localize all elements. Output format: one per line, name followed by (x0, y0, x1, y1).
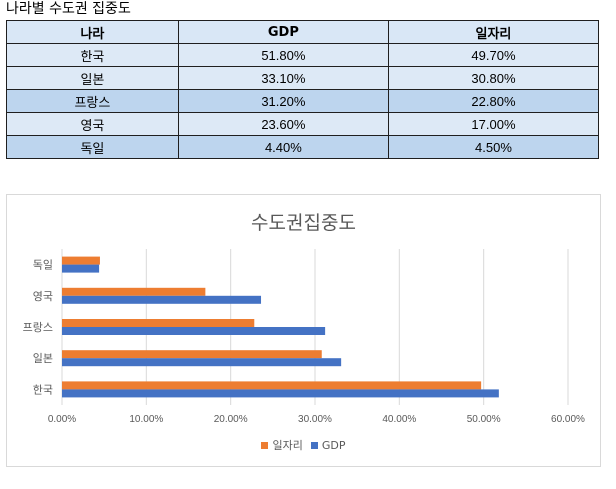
bar-chart: 0.00% 10.00% 20.00% 30.00% 40.00% 50.00% 60.00… (23, 249, 585, 425)
legend-label: GDP (321, 438, 346, 452)
x-tick-label: 0.00% (48, 414, 76, 425)
bar-gdp (62, 389, 499, 398)
legend-item[interactable]: 일자리 (261, 437, 303, 453)
legend-item[interactable]: GDP (310, 438, 346, 452)
y-tick-label: 한국 (33, 383, 53, 396)
cell-gdp[interactable]: 4.40% (177, 135, 389, 159)
bar-jobs (62, 381, 482, 390)
x-tick-label: 20.00% (214, 414, 248, 425)
table-row: 영국 23.60% 17.00% (6, 112, 600, 136)
cell-jobs[interactable]: 17.00% (387, 112, 600, 136)
x-tick-label: 40.00% (382, 414, 416, 425)
data-table: 나라 GDP 일자리 한국 51.80% 49.70% 일본 33.10% 30… (6, 20, 600, 159)
bar-jobs (62, 350, 322, 359)
sheet-title: 나라별 수도권 집중도 (6, 1, 131, 17)
bar-gdp (62, 295, 262, 304)
cell-jobs[interactable]: 49.70% (387, 43, 600, 67)
bar-gdp (62, 327, 326, 335)
cell-country[interactable]: 프랑스 (6, 89, 179, 113)
table-header-row: 나라 GDP 일자리 (6, 20, 600, 44)
header-gdp[interactable]: GDP (177, 20, 389, 44)
table-row: 독일 4.40% 4.50% (6, 135, 600, 159)
x-tick-label: 30.00% (298, 414, 332, 425)
table-row: 한국 51.80% 49.70% (6, 43, 600, 67)
chart-legend: 일자리 GDP (7, 437, 600, 453)
x-tick-label: 60.00% (551, 414, 585, 425)
cell-country[interactable]: 한국 (6, 43, 179, 67)
y-tick-label: 영국 (33, 290, 53, 303)
x-tick-label: 10.00% (129, 414, 163, 425)
y-tick-label: 일본 (33, 351, 53, 365)
cell-gdp[interactable]: 31.20% (177, 89, 389, 113)
bar-gdp (62, 264, 100, 273)
cell-gdp[interactable]: 33.10% (177, 66, 389, 90)
table-row: 일본 33.10% 30.80% (6, 66, 600, 90)
legend-label: 일자리 (272, 439, 303, 452)
chart-title: 수도권집중도 (251, 212, 356, 234)
legend-swatch (261, 441, 269, 449)
cell-gdp[interactable]: 51.80% (177, 43, 389, 67)
y-tick-label: 프랑스 (23, 321, 53, 334)
bar-jobs (62, 287, 206, 296)
header-jobs[interactable]: 일자리 (387, 20, 600, 44)
bar-jobs (62, 256, 100, 265)
legend-swatch (310, 441, 318, 449)
header-country[interactable]: 나라 (6, 20, 179, 44)
cell-jobs[interactable]: 22.80% (387, 89, 600, 113)
cell-jobs[interactable]: 4.50% (387, 135, 600, 159)
bar-gdp (62, 358, 342, 367)
x-tick-label: 50.00% (467, 414, 501, 425)
cell-country[interactable]: 일본 (6, 66, 179, 90)
cell-country[interactable]: 영국 (6, 112, 179, 136)
chart-area[interactable]: 수도권집중도 0.00% 10.00% 20.00% 30.00% 40.00% 50.0… (6, 194, 601, 467)
table-row: 프랑스 31.20% 22.80% (6, 89, 600, 113)
cell-gdp[interactable]: 23.60% (177, 112, 389, 136)
cell-country[interactable]: 독일 (6, 135, 179, 159)
cell-jobs[interactable]: 30.80% (387, 66, 600, 90)
y-tick-label: 독일 (33, 258, 53, 272)
bar-jobs (62, 319, 255, 327)
